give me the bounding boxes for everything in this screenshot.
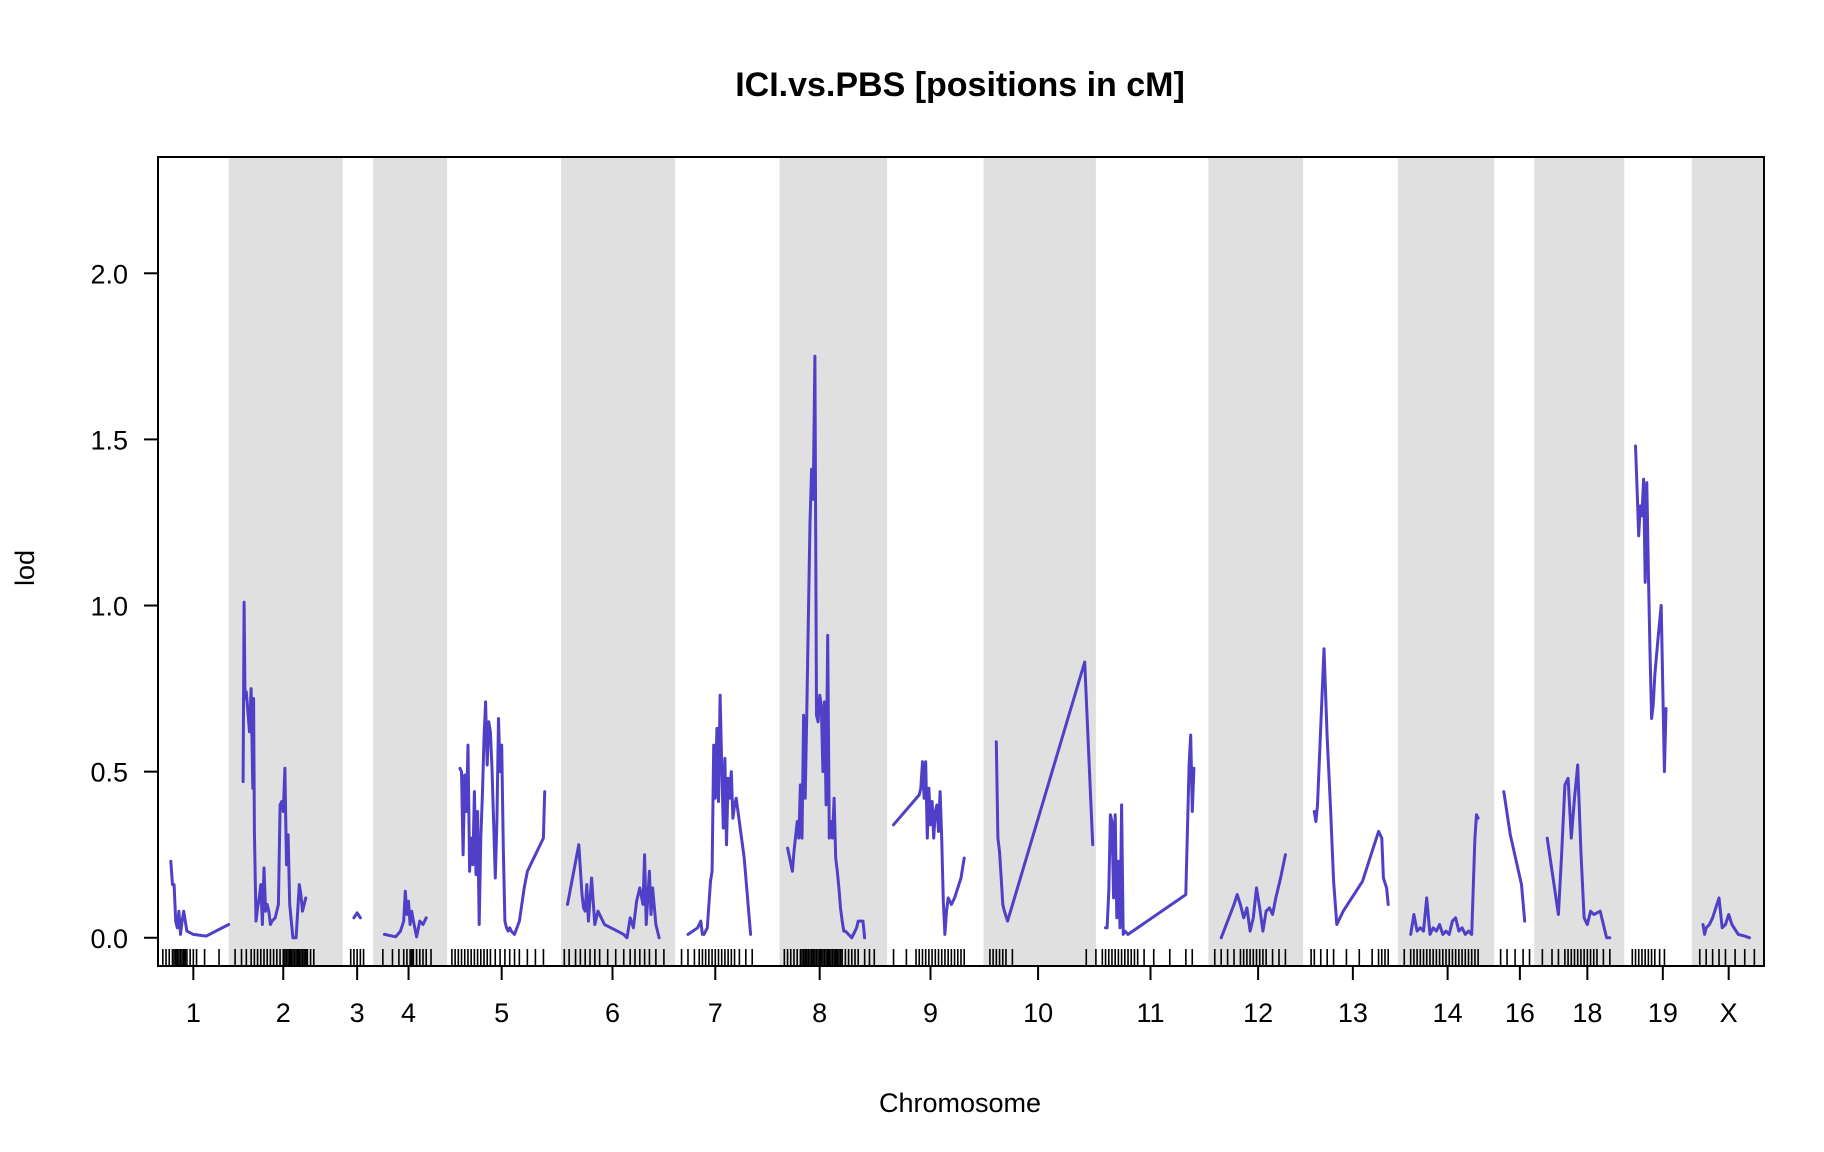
marker-rug — [162, 949, 1756, 965]
chromosome-band-10 — [983, 157, 1096, 966]
x-tick-label: 16 — [1505, 998, 1535, 1028]
lod-line-chr-18 — [1545, 763, 1612, 940]
lod-line-chr-9 — [892, 760, 966, 936]
lod-line-chr-3 — [352, 911, 362, 920]
chromosome-band-X — [1691, 157, 1764, 966]
x-axis-label: Chromosome — [879, 1088, 1041, 1118]
lod-line-chr-12 — [1219, 853, 1287, 940]
y-axis-label: lod — [10, 550, 40, 586]
x-tick-label: X — [1720, 998, 1738, 1028]
lod-line-chr-7 — [686, 693, 753, 936]
lod-line-chr-8 — [786, 354, 867, 940]
x-tick-label: 6 — [605, 998, 620, 1028]
chromosome-band-12 — [1208, 157, 1304, 966]
x-tick-label: 3 — [350, 998, 365, 1028]
lod-line-chr-16 — [1502, 790, 1527, 923]
y-axis: 0.0 0.5 1.0 1.5 2.0 — [90, 259, 159, 954]
x-tick-label: 4 — [401, 998, 416, 1028]
y-tick-label: 1.5 — [90, 425, 128, 455]
x-tick-label: 13 — [1338, 998, 1368, 1028]
x-tick-label: 10 — [1023, 998, 1053, 1028]
y-tick-label: 0.5 — [90, 758, 128, 788]
x-tick-label: 7 — [708, 998, 723, 1028]
chromosome-band-4 — [373, 157, 448, 966]
x-tick-label: 19 — [1648, 998, 1678, 1028]
lod-line-chr-19 — [1634, 444, 1668, 774]
y-tick-label: 1.0 — [90, 592, 128, 622]
x-tick-label: 2 — [276, 998, 291, 1028]
chromosome-band-6 — [561, 157, 676, 966]
x-tick-label: 9 — [923, 998, 938, 1028]
x-tick-label: 1 — [186, 998, 201, 1028]
lod-line-chr-4 — [382, 889, 428, 939]
chromosome-band-14 — [1397, 157, 1495, 966]
lod-line-chr-5 — [458, 700, 547, 936]
lod-line-chr-14 — [1409, 813, 1480, 936]
chart-title: ICI.vs.PBS [positions in cM] — [735, 66, 1185, 104]
lod-line-chr-13 — [1312, 647, 1390, 926]
chromosome-bands — [228, 157, 1764, 966]
x-tick-label: 18 — [1572, 998, 1602, 1028]
x-tick-label: 11 — [1136, 998, 1164, 1028]
y-tick-label: 0.0 — [90, 924, 128, 954]
x-tick-label: 5 — [494, 998, 509, 1028]
x-tick-label: 14 — [1433, 998, 1463, 1028]
lod-line-chr-2 — [241, 600, 308, 940]
lod-line-chr-1 — [169, 859, 231, 938]
lod-series — [169, 354, 1751, 940]
x-axis: 1 2 3 4 5 6 7 8 9 10 11 12 13 14 16 18 19 X — [186, 966, 1738, 1028]
y-tick-label: 2.0 — [90, 259, 128, 289]
x-tick-label: 12 — [1243, 998, 1273, 1028]
x-tick-label: 8 — [812, 998, 827, 1028]
lod-line-chr-11 — [1104, 733, 1196, 936]
lod-line-chr-10 — [994, 660, 1095, 923]
lod-line-chr-6 — [566, 843, 661, 940]
lod-line-chr-X — [1701, 896, 1751, 940]
